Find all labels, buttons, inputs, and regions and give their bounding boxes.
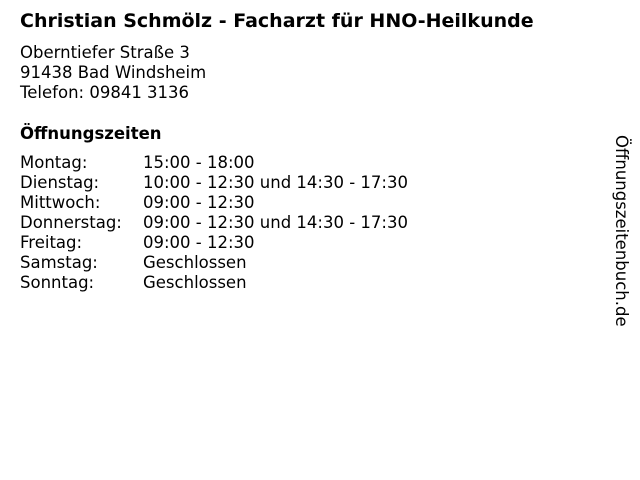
day-label: Montag:	[20, 153, 88, 172]
time-value: Geschlossen	[143, 253, 247, 272]
address-phone: Telefon: 09841 3136	[20, 83, 190, 102]
hours-row: Montag: 15:00 - 18:00	[20, 153, 408, 173]
hours-row: Sonntag: Geschlossen	[20, 273, 408, 293]
day-label: Sonntag:	[20, 273, 95, 292]
hours-row: Freitag: 09:00 - 12:30	[20, 233, 408, 253]
time-value: 09:00 - 12:30	[143, 193, 255, 212]
address-block: Oberntiefer Straße 3 91438 Bad Windsheim…	[20, 43, 206, 103]
day-label: Donnerstag:	[20, 213, 122, 232]
hours-table: Montag: 15:00 - 18:00 Dienstag: 10:00 - 12…	[20, 153, 408, 293]
time-value: 10:00 - 12:30 und 14:30 - 17:30	[143, 173, 408, 192]
day-label: Mittwoch:	[20, 193, 101, 212]
day-label: Freitag:	[20, 233, 83, 252]
address-street: Oberntiefer Straße 3	[20, 43, 190, 62]
page-title: Christian Schmölz - Facharzt für HNO-Hei…	[20, 10, 534, 32]
site-watermark: Öffnungszeitenbuch.de	[612, 135, 631, 327]
hours-row: Samstag: Geschlossen	[20, 253, 408, 273]
hours-row: Donnerstag: 09:00 - 12:30 und 14:30 - 17:…	[20, 213, 408, 233]
time-value: 09:00 - 12:30	[143, 233, 255, 252]
time-value: 09:00 - 12:30 und 14:30 - 17:30	[143, 213, 408, 232]
hours-heading: Öffnungszeiten	[20, 124, 162, 143]
address-city: 91438 Bad Windsheim	[20, 63, 207, 82]
hours-row: Dienstag: 10:00 - 12:30 und 14:30 - 17:30	[20, 173, 408, 193]
day-label: Dienstag:	[20, 173, 100, 192]
time-value: Geschlossen	[143, 273, 247, 292]
hours-row: Mittwoch: 09:00 - 12:30	[20, 193, 408, 213]
day-label: Samstag:	[20, 253, 98, 272]
time-value: 15:00 - 18:00	[143, 153, 255, 172]
